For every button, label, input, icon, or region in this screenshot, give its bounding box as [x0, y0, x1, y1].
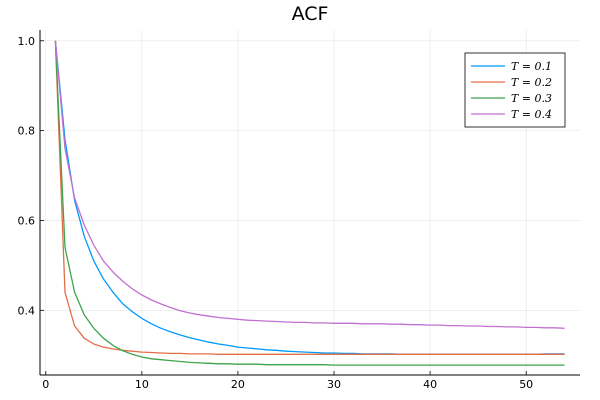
y-tick-label: 0.8	[18, 125, 36, 138]
series-line-2	[54, 40, 565, 355]
legend-label: T = 0.4	[511, 108, 552, 121]
legend-box	[464, 52, 566, 128]
y-tick-labels: 0.4 0.6 0.8 1.0	[18, 35, 36, 318]
legend-label: T = 0.3	[511, 92, 552, 105]
legend: T = 0.1 T = 0.2 T = 0.3 T = 0.4	[464, 52, 566, 128]
y-tick-label: 0.6	[18, 214, 36, 227]
x-tick-label: 50	[519, 378, 533, 391]
series-line-4	[54, 40, 565, 329]
x-tick-labels: 0 10 20 30 40 50	[42, 378, 533, 391]
legend-label: T = 0.2	[511, 76, 552, 89]
x-tick-label: 40	[423, 378, 437, 391]
legend-label: T = 0.1	[511, 60, 552, 73]
series-line-3	[54, 40, 565, 366]
x-tick-label: 30	[327, 378, 341, 391]
x-tick-label: 20	[231, 378, 245, 391]
x-tick-label: 10	[135, 378, 149, 391]
series-lines	[54, 40, 565, 366]
axes	[39, 30, 580, 376]
y-tick-label: 0.4	[18, 304, 36, 317]
x-tick-label: 0	[42, 378, 49, 391]
y-tick-label: 1.0	[18, 35, 36, 48]
chart-title: ACF	[292, 3, 329, 25]
